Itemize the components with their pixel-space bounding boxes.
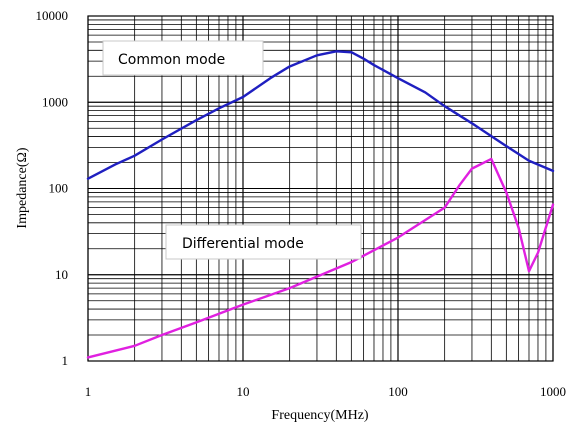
x-tick-label: 1 — [85, 384, 92, 399]
y-tick-labels: 1 10 100 1000 10000 — [36, 8, 69, 368]
y-axis-title: Impedance(Ω) — [15, 147, 30, 228]
y-tick-label: 1000 — [42, 94, 68, 109]
series-line-differential-mode — [86, 157, 555, 359]
y-tick-label: 10000 — [36, 8, 69, 23]
series-layer — [86, 50, 555, 359]
series-line-common-mode — [86, 50, 555, 180]
x-tick-label: 1000 — [540, 384, 566, 399]
annotation-differential-mode-box — [165, 224, 362, 260]
x-axis-title: Frequency(MHz) — [271, 408, 369, 423]
annotation-differential-mode: Differential mode — [165, 224, 362, 260]
annotation-common-mode: Common mode — [102, 40, 264, 76]
y-tick-label: 10 — [55, 267, 68, 282]
x-tick-labels: 1 10 100 1000 — [85, 384, 566, 399]
x-tick-label: 10 — [237, 384, 250, 399]
y-tick-label: 1 — [62, 353, 69, 368]
annotation-common-mode-box — [102, 40, 264, 76]
annotation-differential-mode-label: Differential mode — [182, 236, 304, 252]
annotation-common-mode-label: Common mode — [118, 52, 225, 68]
x-tick-label: 100 — [388, 384, 408, 399]
plot-frame — [87, 15, 554, 362]
y-tick-label: 100 — [49, 181, 69, 196]
